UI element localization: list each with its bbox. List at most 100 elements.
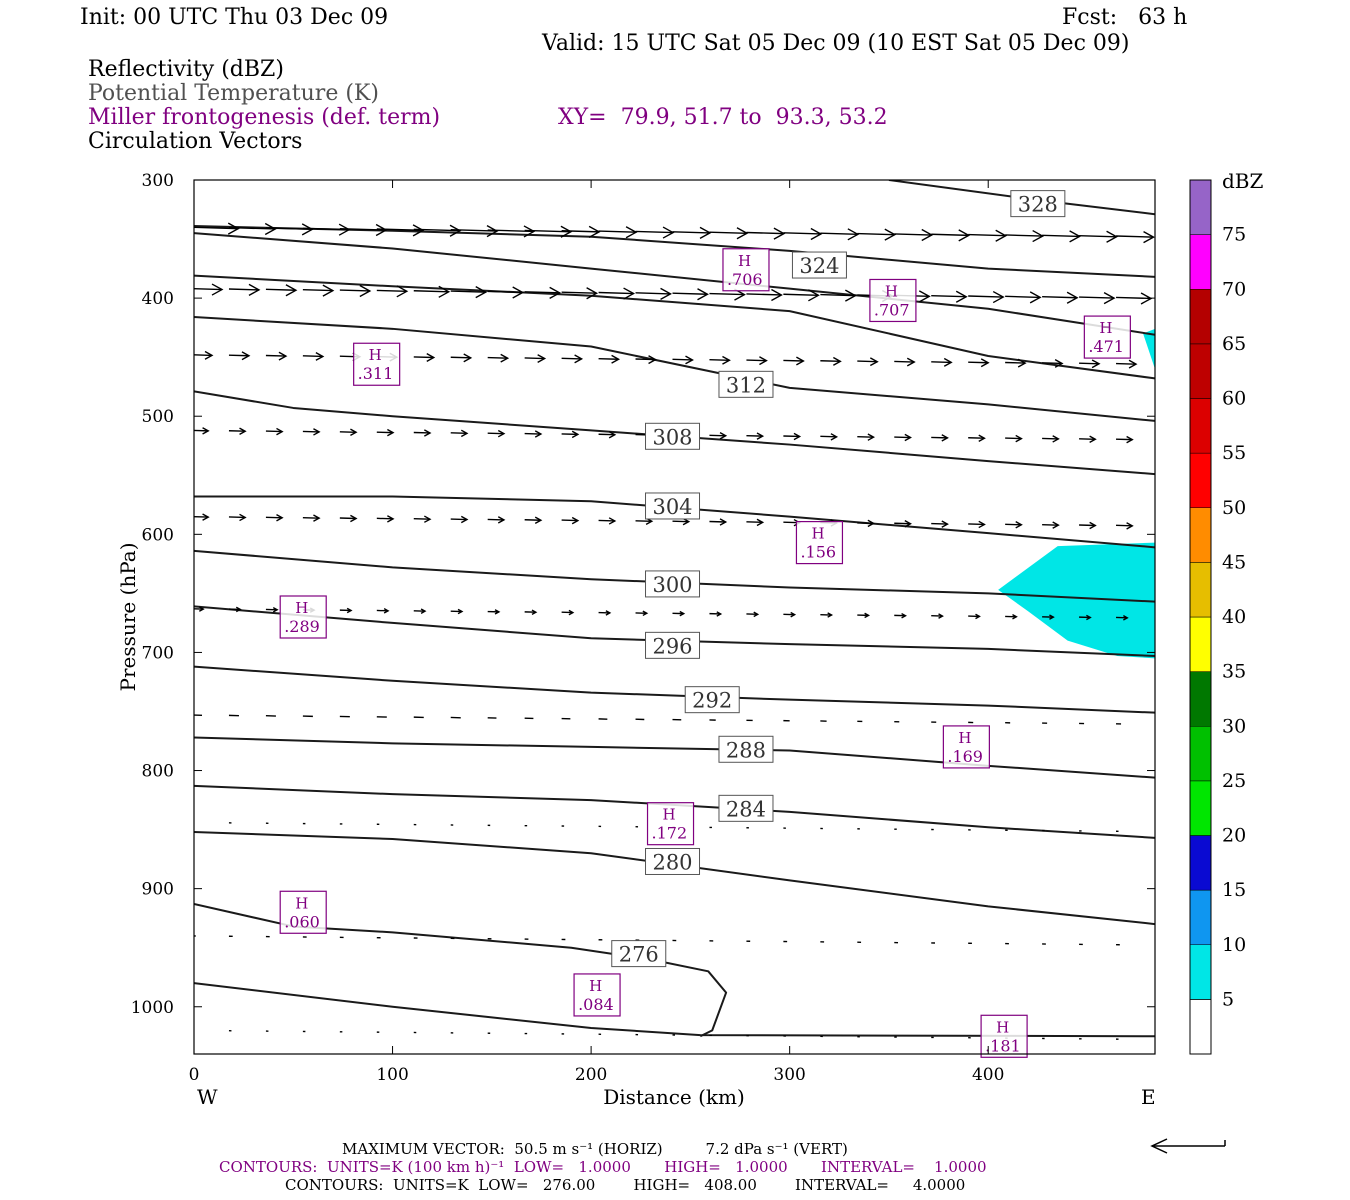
circulation-vector <box>598 226 638 239</box>
high-marker-value: .471 <box>1088 337 1124 356</box>
circulation-vector <box>228 351 251 361</box>
circulation-vector <box>894 612 907 619</box>
circulation-vector <box>450 515 469 524</box>
theta-contour-292 <box>194 665 1155 714</box>
cross-section-xy: XY= 79.9, 51.7 to 93.3, 53.2 <box>558 105 888 130</box>
theta-label-308: 308 <box>652 425 692 449</box>
circulation-vector <box>1005 291 1042 304</box>
circulation-vector <box>302 223 351 236</box>
circulation-vector <box>302 428 321 436</box>
circulation-vector <box>598 430 617 439</box>
circulation-vector <box>672 288 709 301</box>
theta-contour-288 <box>194 736 1155 779</box>
circulation-vector <box>524 516 543 524</box>
circulation-vector <box>1005 521 1023 529</box>
circulation-vector <box>450 353 473 363</box>
circulation-vector <box>820 612 834 618</box>
circulation-vector <box>746 227 786 240</box>
reflectivity-area-1 <box>998 542 1155 659</box>
circulation-vector <box>194 513 210 521</box>
circulation-vector <box>894 433 912 442</box>
circulation-vector <box>265 223 314 236</box>
max-vector-note: MAXIMUM VECTOR: 50.5 m s⁻¹ (HORIZ) 7.2 d… <box>342 1140 848 1158</box>
colorbar-label-70: 70 <box>1222 278 1246 300</box>
circulation-vector <box>1005 434 1023 443</box>
circulation-vector <box>194 427 210 435</box>
high-marker-value: .181 <box>985 1036 1021 1055</box>
high-marker-value: .084 <box>578 995 614 1014</box>
theta-contour-unlabeled-3 <box>194 274 1155 380</box>
reference-vector-arrow <box>1150 1138 1226 1154</box>
theta-contour-280 <box>194 830 1155 926</box>
circulation-vector <box>746 356 768 366</box>
circulation-vector <box>709 518 728 526</box>
circulation-vector <box>783 432 802 441</box>
circulation-vector <box>857 357 879 367</box>
circulation-vector <box>487 429 506 438</box>
colorbar-swatch-10 <box>1189 889 1212 945</box>
colorbar-swatch-35 <box>1189 616 1212 672</box>
frontogenesis-high: H.707 <box>869 278 917 323</box>
circulation-vector <box>1116 615 1129 621</box>
colorbar-swatch-25 <box>1189 726 1212 782</box>
frontogenesis-high-layer: H.706H.707H.471H.311H.156H.289H.169H.172… <box>279 248 1131 1058</box>
circulation-vector <box>487 353 510 363</box>
colorbar-swatch-30 <box>1189 671 1212 727</box>
circulation-vector <box>194 606 205 612</box>
circulation-vector <box>672 610 686 617</box>
circulation-vector <box>561 225 601 238</box>
high-marker-value: .169 <box>947 747 983 766</box>
theta-label-296: 296 <box>652 634 692 658</box>
x-tick-label: 0 <box>189 1065 200 1085</box>
circulation-vector <box>820 228 860 241</box>
frontogenesis-high: H.181 <box>980 1014 1028 1058</box>
theta-contour-label-layer: 328 324 312 308 304 300 296 292 288 284 280 276 <box>611 190 1066 968</box>
y-tick-label: 500 <box>142 407 174 427</box>
circulation-vector <box>1079 614 1092 621</box>
y-tick-label: 700 <box>142 643 174 663</box>
dbz-colorbar: 5 10 15 20 25 30 35 40 45 50 55 60 65 70 75 <box>1189 179 1246 1055</box>
circulation-vector <box>746 288 783 302</box>
circulation-vector <box>1116 435 1134 444</box>
circulation-vector <box>302 284 335 297</box>
theta-label-312: 312 <box>726 373 766 397</box>
high-marker-h: H <box>996 1018 1009 1036</box>
circulation-vector <box>450 286 488 299</box>
frontogenesis-high: H.471 <box>1083 315 1131 359</box>
circulation-vector <box>894 357 916 367</box>
circulation-vector <box>561 609 575 616</box>
legend-potential-temperature: Potential Temperature (K) <box>88 81 379 106</box>
colorbar-label-30: 30 <box>1222 715 1246 737</box>
circulation-vector <box>820 433 839 441</box>
high-marker-value: .060 <box>284 912 320 931</box>
colorbar-frame <box>1189 179 1212 1055</box>
frontogenesis-high: H.311 <box>353 342 401 386</box>
theta-label-284: 284 <box>726 797 766 821</box>
theta-contour-unlabeled-2 <box>194 232 1155 336</box>
circulation-vector <box>228 606 242 613</box>
circulation-vector <box>1079 230 1119 243</box>
colorbar-label-40: 40 <box>1222 606 1246 628</box>
high-marker-h: H <box>295 599 308 617</box>
circulation-vector <box>228 222 277 236</box>
circulation-vector <box>1079 435 1097 444</box>
x-axis-east-label: E <box>1141 1085 1156 1109</box>
forecast-hour-label: Fcst: 63 h <box>1062 5 1188 30</box>
circulation-vector <box>228 283 261 297</box>
circulation-vector <box>820 289 857 302</box>
axis-layer: 300 400 500 600 700 800 900 1000 0 100 200 300 400 <box>131 171 1155 1085</box>
circulation-vector-layer <box>194 222 1155 1040</box>
theta-label-box-300 <box>645 570 701 598</box>
circulation-vector <box>746 432 765 440</box>
theta-label-box-328 <box>1010 190 1066 218</box>
circulation-vector <box>931 520 949 528</box>
valid-time-label: Valid: 15 UTC Sat 05 Dec 09 (10 EST Sat … <box>542 31 1130 56</box>
colorbar-label-60: 60 <box>1222 388 1246 410</box>
circulation-vector <box>820 356 842 366</box>
circulation-vector <box>194 283 224 296</box>
circulation-vector <box>968 520 986 529</box>
circulation-vector <box>857 433 876 441</box>
frontogenesis-high: H.156 <box>795 520 844 565</box>
colorbar-title: dBZ <box>1222 169 1264 193</box>
circulation-vector <box>339 514 358 523</box>
